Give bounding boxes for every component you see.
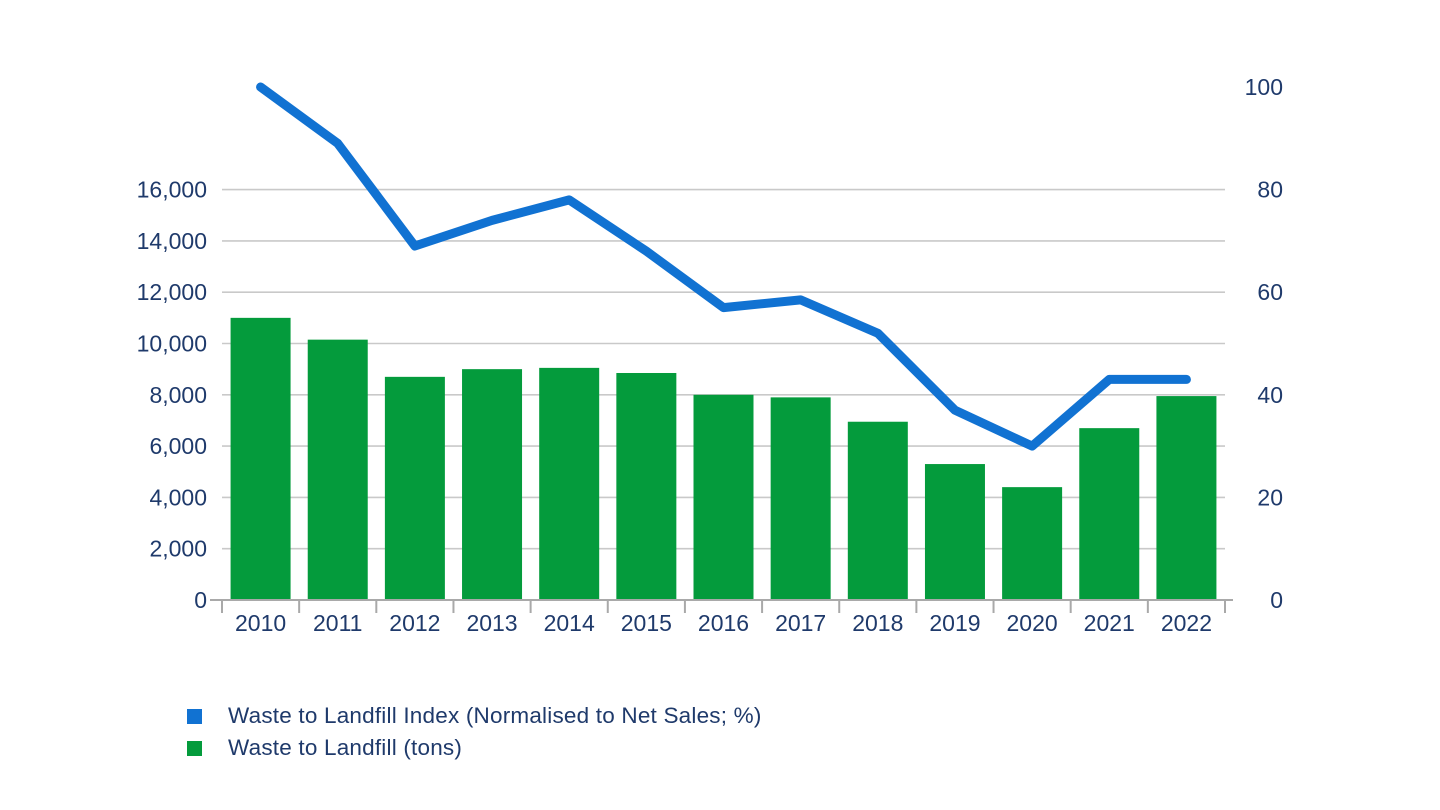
left-axis-label-0: 0 [194, 587, 207, 613]
left-axis-label-12000: 12,000 [137, 279, 207, 305]
x-axis-label-2019: 2019 [929, 610, 980, 636]
index-line [256, 82, 1191, 451]
bar-2015 [616, 372, 677, 600]
x-axis-label-2017: 2017 [775, 610, 826, 636]
left-axis-label-10000: 10,000 [137, 331, 207, 357]
legend-item-index-line: Waste to Landfill Index (Normalised to N… [187, 700, 762, 732]
right-axis-label-40: 40 [1257, 382, 1283, 408]
bar-2010 [230, 317, 291, 600]
bar-2016 [693, 394, 754, 600]
left-axis-label-8000: 8,000 [149, 382, 207, 408]
right-axis-label-80: 80 [1257, 177, 1283, 203]
legend-item-tons-bar: Waste to Landfill (tons) [187, 732, 762, 764]
right-axis-label-0: 0 [1270, 587, 1283, 613]
right-axis-label-100: 100 [1245, 74, 1283, 100]
chart-legend: Waste to Landfill Index (Normalised to N… [187, 700, 762, 764]
bar-2014 [539, 367, 600, 600]
x-axis-label-2010: 2010 [235, 610, 286, 636]
bar-2019 [924, 464, 985, 600]
right-axis-label-20: 20 [1257, 484, 1283, 510]
x-axis-label-2013: 2013 [466, 610, 517, 636]
left-axis-label-6000: 6,000 [149, 433, 207, 459]
left-axis-label-2000: 2,000 [149, 536, 207, 562]
bar-2013 [462, 369, 523, 600]
x-axis-label-2011: 2011 [313, 610, 362, 636]
legend-swatch-green [187, 740, 202, 756]
bar-2012 [384, 376, 445, 600]
bar-2018 [847, 421, 908, 600]
right-axis-label-60: 60 [1257, 279, 1283, 305]
x-axis-label-2016: 2016 [698, 610, 749, 636]
waste-to-landfill-chart: 0 2,000 4,000 6,000 8,000 10,000 12,000 14,000 1… [137, 74, 1283, 636]
left-axis-label-16000: 16,000 [137, 177, 207, 203]
left-axis-label-14000: 14,000 [137, 228, 207, 254]
x-axis-label-2018: 2018 [852, 610, 903, 636]
x-axis-label-2021: 2021 [1084, 610, 1135, 636]
x-axis-label-2022: 2022 [1161, 610, 1212, 636]
x-axis-label-2015: 2015 [621, 610, 672, 636]
legend-label-tons-bar: Waste to Landfill (tons) [228, 735, 463, 760]
legend-swatch-blue [187, 708, 202, 724]
bar-2017 [770, 397, 831, 600]
bar-2022 [1156, 396, 1217, 600]
bar-2011 [307, 339, 368, 600]
legend-label-index-line: Waste to Landfill Index (Normalised to N… [228, 703, 762, 728]
bar-2020 [1002, 487, 1063, 600]
x-axis-label-2012: 2012 [389, 610, 440, 636]
x-axis-label-2014: 2014 [544, 610, 595, 636]
left-axis-label-4000: 4,000 [149, 484, 207, 510]
bar-2021 [1079, 428, 1140, 600]
x-axis-label-2020: 2020 [1007, 610, 1058, 636]
